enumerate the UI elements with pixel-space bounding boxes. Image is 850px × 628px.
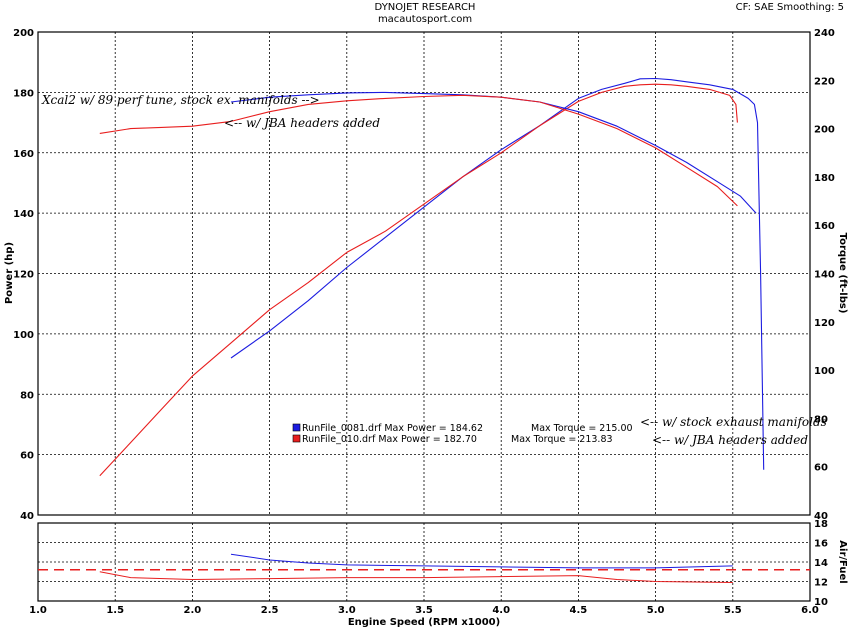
y-right-tick-label: 80 (814, 414, 828, 425)
x-tick-label: 5.5 (724, 605, 742, 616)
x-tick-label: 1.0 (29, 605, 47, 616)
y-right-tick-label: 240 (814, 28, 835, 39)
y-axis-right-label: Torque (ft-lbs) (837, 233, 848, 314)
y-left-tick-label: 60 (20, 451, 34, 462)
chart-title-site: macautosport.com (377, 14, 473, 25)
af-line-010 (99, 571, 733, 583)
y-left-tick-label: 140 (13, 209, 34, 220)
legend-swatch-010 (292, 434, 301, 443)
power-line-0081 (230, 77, 765, 470)
y-right-tick-label: 220 (814, 76, 835, 87)
y-left-tick-label: 160 (13, 149, 34, 160)
annotation-jba-headers-top: <-- w/ JBA headers added (224, 116, 380, 130)
y-left-tick-label: 200 (13, 28, 34, 39)
annotation-xcal2: Xcal2 w/ 89 perf tune, stock ex. manifol… (41, 93, 320, 107)
legend-swatch-0081 (292, 423, 301, 432)
cf-smoothing-label: CF: SAE Smoothing: 5 (735, 2, 844, 13)
y-left-tick-label: 100 (13, 330, 34, 341)
legend-0081-torque: Max Torque = 215.00 (531, 423, 633, 434)
af-line-0081 (230, 553, 733, 569)
x-tick-label: 3.5 (415, 605, 433, 616)
annotation-stock-manifolds: <-- w/ stock exhaust manifolds (640, 415, 827, 429)
legend-010-torque: Max Torque = 213.83 (511, 434, 613, 445)
x-tick-label: 5.0 (647, 605, 665, 616)
torque-line-010 (99, 94, 738, 207)
legend-010-power: RunFile_010.drf Max Power = 182.70 (302, 434, 477, 445)
y-right-tick-label: 180 (814, 173, 835, 184)
chart-title-brand: DYNOJET RESEARCH (374, 2, 476, 13)
y-left-tick-label: 80 (20, 390, 34, 401)
x-tick-label: 2.5 (261, 605, 279, 616)
af-plot-grid (38, 523, 810, 601)
af-tick-label: 18 (814, 519, 828, 530)
y-right-tick-label: 40 (814, 511, 828, 522)
y-right-tick-label: 120 (814, 318, 835, 329)
y-left-tick-label: 180 (13, 88, 34, 99)
y-axis-left-label: Power (hp) (4, 242, 15, 304)
axis-tick-labels: 1.0 1.5 2.0 2.5 3.0 3.5 4.0 4.5 5.0 5.5 6.0 40 60 80 1… (13, 28, 835, 616)
y-right-tick-label: 200 (814, 125, 835, 136)
y-right-tick-label: 60 (814, 463, 828, 474)
y-right-tick-label: 160 (814, 221, 835, 232)
torque-line-0081 (230, 91, 757, 214)
main-plot-series (99, 77, 765, 477)
main-plot-grid (38, 32, 810, 515)
annotation-jba-headers-bottom: <-- w/ JBA headers added (652, 433, 808, 447)
x-tick-label: 4.5 (570, 605, 588, 616)
x-tick-label: 2.0 (184, 605, 202, 616)
x-tick-label: 6.0 (801, 605, 819, 616)
y-right-tick-label: 100 (814, 366, 835, 377)
af-axis-label: Air/Fuel (837, 540, 848, 583)
af-tick-label: 12 (814, 578, 828, 589)
x-tick-label: 4.0 (492, 605, 510, 616)
y-left-tick-label: 120 (13, 270, 34, 281)
x-tick-label: 3.0 (338, 605, 356, 616)
x-tick-label: 1.5 (106, 605, 124, 616)
main-plot-frame (37, 31, 811, 516)
af-plot-frame (37, 522, 811, 602)
power-line-010 (99, 83, 738, 477)
af-tick-label: 16 (814, 539, 828, 550)
af-tick-label: 10 (814, 597, 828, 608)
y-left-tick-label: 40 (20, 511, 34, 522)
y-right-tick-label: 140 (814, 270, 835, 281)
af-plot-series (38, 553, 810, 583)
af-tick-label: 14 (814, 558, 828, 569)
x-axis-label: Engine Speed (RPM x1000) (348, 617, 500, 628)
legend-0081-power: RunFile_0081.drf Max Power = 184.62 (302, 423, 483, 434)
